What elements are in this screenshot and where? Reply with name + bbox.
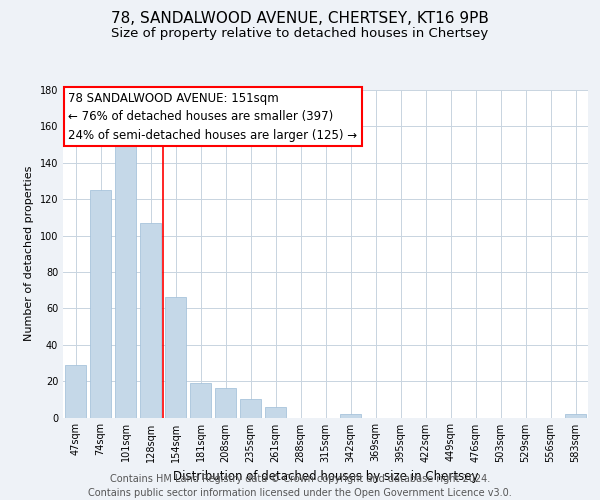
Y-axis label: Number of detached properties: Number of detached properties [24,166,34,342]
Text: 78 SANDALWOOD AVENUE: 151sqm
← 76% of detached houses are smaller (397)
24% of s: 78 SANDALWOOD AVENUE: 151sqm ← 76% of de… [68,92,358,142]
Bar [190,383,211,418]
Bar [565,414,586,418]
Text: Contains HM Land Registry data © Crown copyright and database right 2024.
Contai: Contains HM Land Registry data © Crown c… [88,474,512,498]
Bar [165,298,186,418]
Text: 78, SANDALWOOD AVENUE, CHERTSEY, KT16 9PB: 78, SANDALWOOD AVENUE, CHERTSEY, KT16 9P… [111,11,489,26]
Text: Size of property relative to detached houses in Chertsey: Size of property relative to detached ho… [112,28,488,40]
Bar [240,400,261,417]
Bar [340,414,361,418]
X-axis label: Distribution of detached houses by size in Chertsey: Distribution of detached houses by size … [173,470,478,483]
Bar [115,144,136,418]
Bar [90,190,111,418]
Bar [215,388,236,418]
Bar [265,406,286,418]
Bar [65,364,86,418]
Bar [140,223,161,418]
